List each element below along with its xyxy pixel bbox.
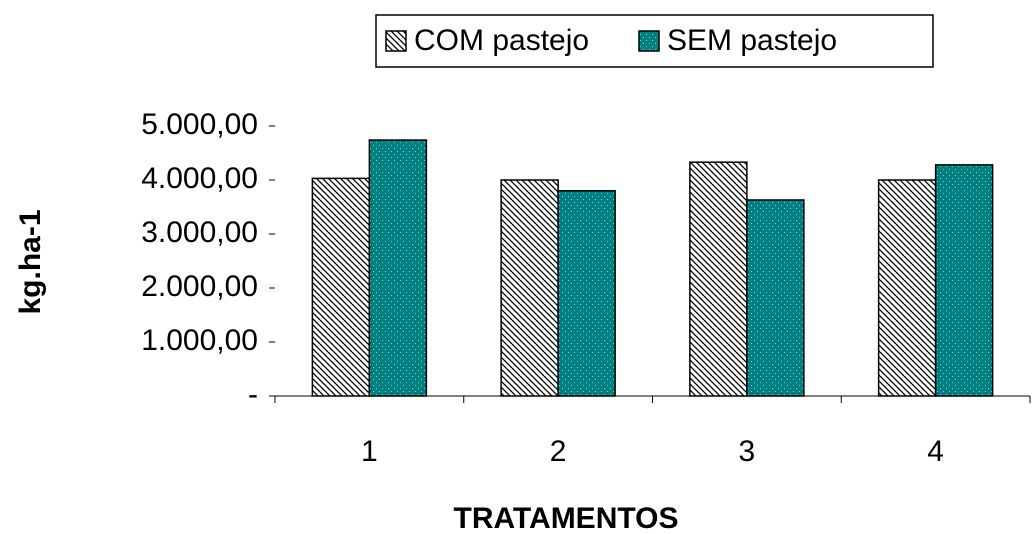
legend-swatch [638,30,660,52]
x-tick-label: 4 [927,435,944,468]
x-axis-label: TRATAMENTOS [454,502,679,534]
legend-label: COM pastejo [414,24,589,57]
y-tick-label: 3.000,00 [141,216,258,249]
bar [746,199,805,397]
y-tick-label: 5.000,00 [141,108,258,141]
bar [557,190,616,397]
x-tick-label: 2 [550,435,567,468]
bar [877,179,937,397]
legend-label: SEM pastejo [667,24,837,57]
bar [311,177,371,397]
x-tick-label: 3 [739,435,756,468]
x-tick-label: 1 [361,435,378,468]
bar [368,139,428,397]
y-tick-label: 1.000,00 [141,324,258,357]
y-tick-label: 4.000,00 [141,162,258,195]
bar [500,179,559,397]
bar [689,161,748,397]
y-tick-label: 2.000,00 [141,270,258,303]
y-tick-label: - [248,378,258,411]
legend-swatch [385,30,407,52]
bar [934,164,994,397]
y-axis-label: kg.ha-1 [14,209,47,314]
